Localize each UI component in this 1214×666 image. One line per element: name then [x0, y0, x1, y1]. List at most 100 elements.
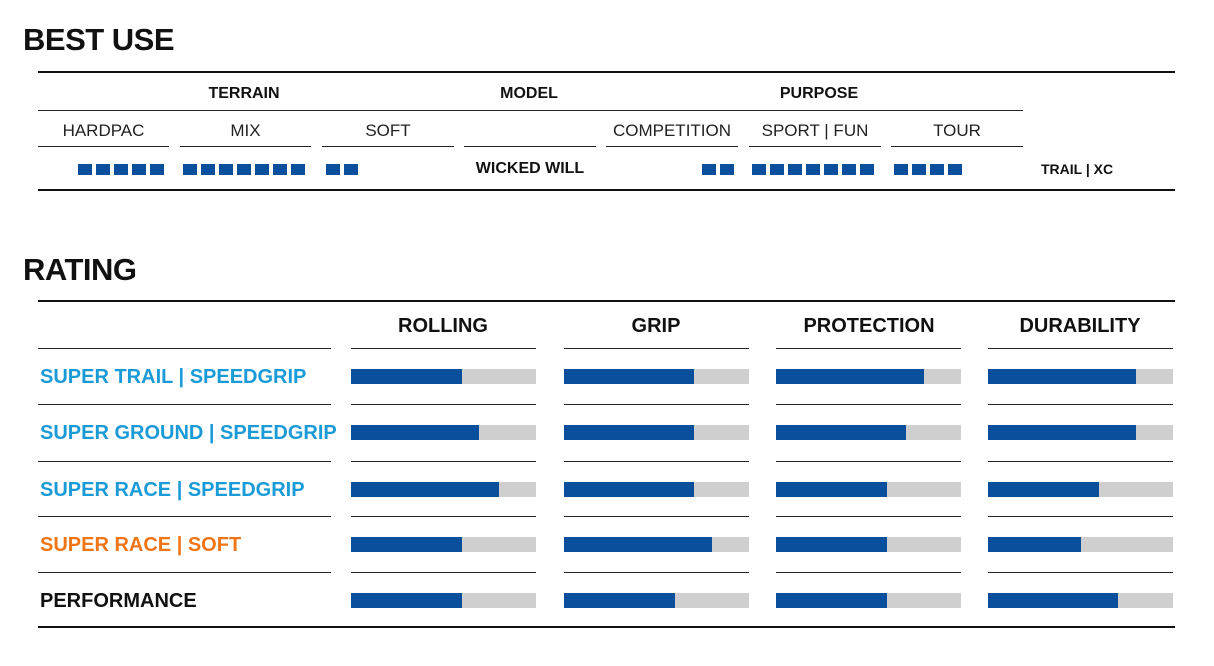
- divider: [351, 348, 536, 349]
- rating-bar: [351, 537, 536, 552]
- segment-block: [842, 164, 856, 175]
- divider: [351, 461, 536, 462]
- divider: [776, 516, 961, 517]
- rating-bar-fill: [564, 482, 694, 497]
- divider: [776, 348, 961, 349]
- rating-bar: [564, 482, 749, 497]
- group-model: MODEL: [500, 85, 558, 102]
- rating-bar-fill: [988, 482, 1099, 497]
- divider: [38, 516, 331, 517]
- divider: [564, 404, 749, 405]
- segment-block: [930, 164, 944, 175]
- divider: [38, 189, 1175, 191]
- segments-soft: [326, 164, 358, 175]
- rating-row-name: SUPER TRAIL | SPEEDGRIP: [40, 366, 307, 388]
- rating-bar-fill: [351, 482, 499, 497]
- group-purpose: PURPOSE: [779, 85, 859, 102]
- segment-block: [273, 164, 287, 175]
- segment-block: [326, 164, 340, 175]
- rating-bar-fill: [776, 593, 887, 608]
- divider: [776, 572, 961, 573]
- divider: [606, 146, 738, 147]
- segment-block: [806, 164, 820, 175]
- divider: [564, 348, 749, 349]
- divider: [180, 146, 311, 147]
- group-terrain: TERRAIN: [208, 85, 280, 102]
- divider: [38, 110, 1023, 111]
- segment-block: [912, 164, 926, 175]
- segments-tour: [894, 164, 962, 175]
- divider: [38, 71, 1175, 73]
- divider: [322, 146, 454, 147]
- divider: [38, 626, 1175, 628]
- divider: [776, 404, 961, 405]
- rating-bar: [988, 425, 1173, 440]
- divider: [891, 146, 1023, 147]
- segment-block: [132, 164, 146, 175]
- rating-bar: [988, 593, 1173, 608]
- rating-bar-fill: [564, 369, 694, 384]
- col-rolling: ROLLING: [398, 315, 488, 337]
- rating-bar: [564, 369, 749, 384]
- col-durability: DURABILITY: [1019, 315, 1141, 337]
- best-use-title: BEST USE: [23, 22, 175, 57]
- rating-bar: [988, 482, 1173, 497]
- col-protection: PROTECTION: [803, 315, 935, 337]
- model-name: WICKED WILL: [475, 160, 585, 177]
- col-competition: COMPETITION: [612, 121, 732, 140]
- segment-block: [770, 164, 784, 175]
- rating-bar-fill: [351, 593, 462, 608]
- rating-bar-fill: [988, 369, 1136, 384]
- rating-title: RATING: [23, 252, 137, 287]
- divider: [776, 461, 961, 462]
- divider: [988, 404, 1173, 405]
- divider: [988, 348, 1173, 349]
- rating-bar: [564, 537, 749, 552]
- segments-sport-fun: [752, 164, 874, 175]
- divider: [351, 404, 536, 405]
- divider: [564, 572, 749, 573]
- segment-block: [255, 164, 269, 175]
- rating-bar-fill: [351, 537, 462, 552]
- rating-bar-fill: [988, 537, 1081, 552]
- divider: [564, 461, 749, 462]
- segment-block: [824, 164, 838, 175]
- segment-block: [788, 164, 802, 175]
- rating-row-name: SUPER RACE | SOFT: [40, 534, 242, 556]
- rating-bar: [564, 425, 749, 440]
- rating-row-name: SUPER RACE | SPEEDGRIP: [40, 479, 305, 501]
- divider: [38, 572, 331, 573]
- segment-block: [702, 164, 716, 175]
- divider: [351, 572, 536, 573]
- segment-block: [150, 164, 164, 175]
- rating-bar: [351, 482, 536, 497]
- rating-bar: [776, 593, 961, 608]
- rating-bar-fill: [564, 425, 694, 440]
- rating-bar: [564, 593, 749, 608]
- divider: [38, 461, 331, 462]
- divider: [38, 146, 169, 147]
- segment-block: [114, 164, 128, 175]
- segments-competition: [702, 164, 734, 175]
- segment-block: [78, 164, 92, 175]
- segment-block: [948, 164, 962, 175]
- segment-block: [201, 164, 215, 175]
- segment-block: [720, 164, 734, 175]
- rating-bar-fill: [988, 425, 1136, 440]
- rating-bar-fill: [564, 537, 712, 552]
- rating-bar: [776, 369, 961, 384]
- divider: [749, 146, 881, 147]
- rating-bar: [351, 369, 536, 384]
- divider: [38, 348, 331, 349]
- segments-hardpac: [78, 164, 164, 175]
- rating-bar-fill: [564, 593, 675, 608]
- segment-block: [219, 164, 233, 175]
- rating-bar-fill: [351, 369, 462, 384]
- rating-bar-fill: [776, 537, 887, 552]
- rating-bar-fill: [988, 593, 1118, 608]
- segments-mix: [183, 164, 305, 175]
- rating-bar: [988, 369, 1173, 384]
- col-mix: MIX: [230, 121, 261, 140]
- col-grip: GRIP: [631, 315, 681, 337]
- rating-bar: [776, 482, 961, 497]
